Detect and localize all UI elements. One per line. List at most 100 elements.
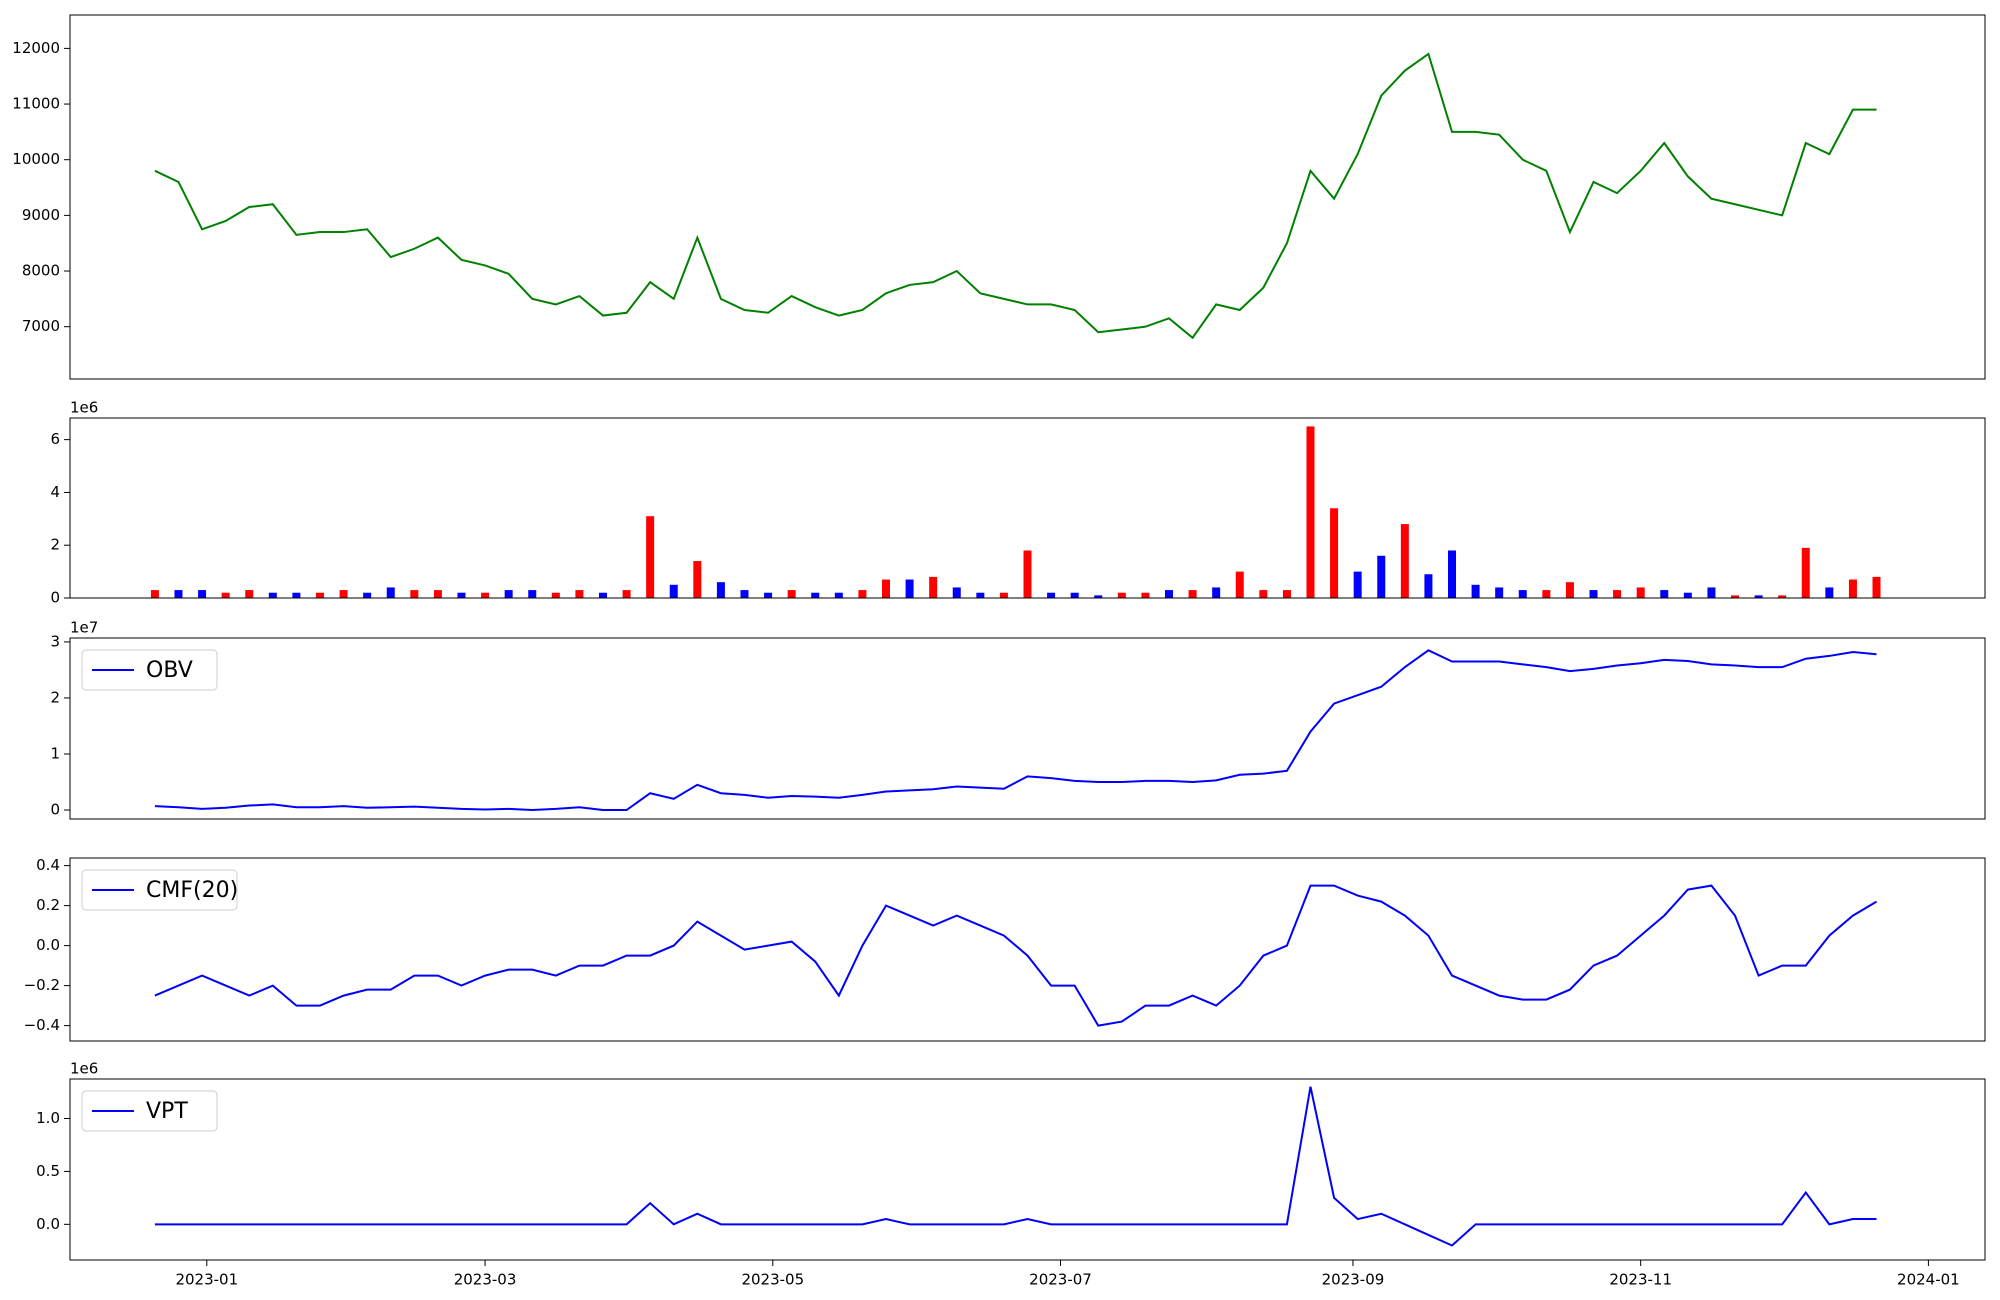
bar (1212, 587, 1221, 598)
x-tick-label: 2023-05 (741, 1271, 804, 1289)
legend-box (81, 869, 238, 911)
bar (339, 590, 348, 598)
bar (1377, 555, 1386, 598)
bar (1848, 579, 1857, 598)
bar (268, 592, 277, 598)
bar (1282, 590, 1291, 598)
x-tick-label: 2023-07 (1029, 1271, 1092, 1289)
y-tick-label: 10000 (12, 150, 60, 168)
x-tick-label: 2023-11 (1609, 1271, 1672, 1289)
bar (1353, 571, 1362, 598)
bar (221, 592, 230, 598)
bar (1448, 550, 1457, 598)
bar (198, 590, 207, 598)
axes-frame (69, 417, 1986, 599)
bar (1589, 590, 1598, 598)
bar (292, 592, 301, 598)
bar (1117, 592, 1126, 598)
legend-box (81, 1090, 218, 1132)
legend-box (81, 649, 218, 691)
line (154, 884, 1878, 1027)
bar (504, 590, 513, 598)
x-tick-label: 2023-03 (454, 1271, 517, 1289)
y-offset-label: 1e6 (70, 1060, 98, 1078)
line (154, 52, 1877, 340)
bar (1023, 550, 1032, 598)
y-tick-label: 2 (50, 688, 60, 706)
y-tick-label: 0.4 (36, 856, 60, 874)
y-tick-label: 1 (50, 744, 60, 762)
bar (881, 579, 890, 598)
bar (1825, 587, 1834, 598)
y-tick-label: 0 (50, 589, 60, 607)
bar (528, 590, 537, 598)
bar (646, 516, 655, 598)
bar (551, 592, 560, 598)
axes-frame (69, 1078, 1986, 1261)
bar (1094, 595, 1103, 598)
y-tick-label: 11000 (12, 95, 60, 113)
y-tick-label: 0.5 (36, 1162, 60, 1180)
bar (1306, 426, 1315, 598)
y-tick-label: −0.4 (24, 1016, 60, 1034)
line (154, 1086, 1877, 1247)
bar (716, 582, 725, 598)
y-tick-label: 7000 (22, 317, 60, 335)
bar (1542, 590, 1551, 598)
bar (363, 592, 372, 598)
bar (174, 590, 183, 598)
bar (457, 592, 466, 598)
bar (315, 592, 324, 598)
bar (245, 590, 254, 598)
bar (1471, 584, 1480, 598)
bar (834, 592, 843, 598)
bar (481, 592, 490, 598)
bar (740, 590, 749, 598)
bar (1778, 595, 1787, 598)
legend-text: OBV (146, 658, 193, 683)
axes-frame (69, 857, 1986, 1042)
bar (1801, 547, 1810, 598)
legend-text: CMF(20) (146, 878, 238, 903)
axes-frame (69, 637, 1986, 820)
bar (976, 592, 985, 598)
y-tick-label: 0 (50, 801, 60, 819)
bar (1141, 592, 1150, 598)
y-tick-label: 6 (50, 430, 60, 448)
bar (622, 590, 631, 598)
y-tick-label: 9000 (22, 206, 60, 224)
y-tick-label: 0.0 (36, 936, 60, 954)
bar (764, 592, 773, 598)
axes-frame (69, 14, 1986, 380)
bar (1400, 524, 1409, 598)
y-tick-label: 2 (50, 536, 60, 554)
bar (1330, 508, 1339, 598)
bar (693, 561, 702, 598)
bar (1235, 571, 1244, 598)
bar (858, 590, 867, 598)
bar (1070, 592, 1079, 598)
x-tick-label: 2024-01 (1897, 1271, 1960, 1289)
bar (1660, 590, 1669, 598)
bar (905, 579, 914, 598)
bar (999, 592, 1008, 598)
bar (1259, 590, 1268, 598)
y-tick-label: −0.2 (24, 976, 60, 994)
bar (433, 590, 442, 598)
y-tick-label: 1.0 (36, 1109, 60, 1127)
x-tick-label: 2023-01 (175, 1271, 238, 1289)
bar (598, 592, 607, 598)
y-offset-label: 1e7 (70, 619, 98, 637)
bar (1613, 590, 1622, 598)
bar (1754, 595, 1763, 598)
bar (1188, 590, 1197, 598)
bar (1872, 576, 1881, 598)
line (154, 649, 1877, 812)
y-tick-label: 4 (50, 483, 60, 501)
bar (952, 587, 961, 598)
bar (1707, 587, 1716, 598)
y-tick-label: 0.2 (36, 896, 60, 914)
x-tick-label: 2023-09 (1322, 1271, 1385, 1289)
bar (1518, 590, 1527, 598)
